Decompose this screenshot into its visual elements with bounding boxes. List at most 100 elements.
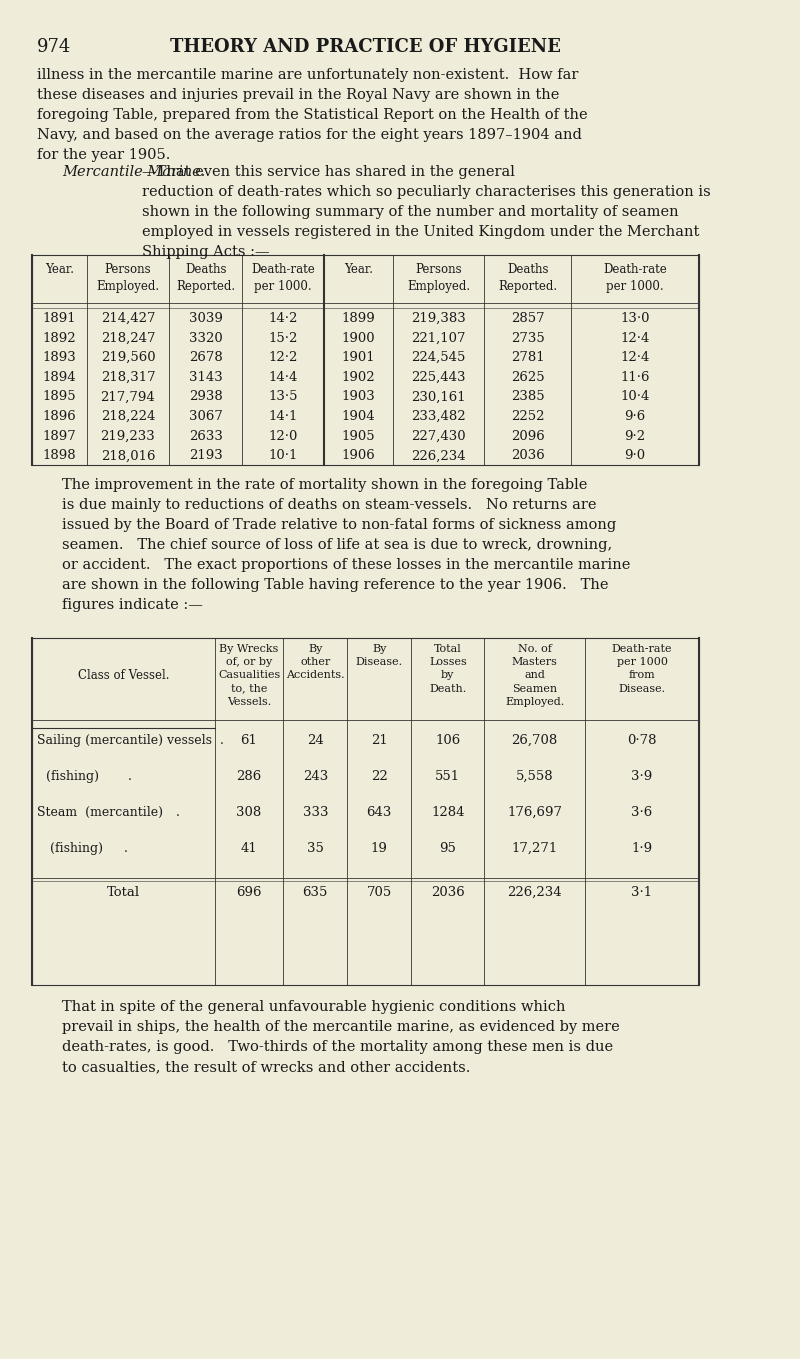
Text: THEORY AND PRACTICE OF HYGIENE: THEORY AND PRACTICE OF HYGIENE [170,38,561,56]
Text: 3·9: 3·9 [631,771,653,783]
Text: Persons
Employed.: Persons Employed. [407,264,470,294]
Text: 15·2: 15·2 [269,332,298,345]
Text: 24: 24 [307,734,324,747]
Text: 14·1: 14·1 [269,410,298,423]
Text: 1897: 1897 [42,429,76,443]
Text: 2385: 2385 [511,390,545,404]
Text: 12·2: 12·2 [269,351,298,364]
Text: 1·9: 1·9 [631,843,653,855]
Text: 226,234: 226,234 [411,450,466,462]
Text: 225,443: 225,443 [411,371,466,383]
Text: 2193: 2193 [189,450,222,462]
Text: 3067: 3067 [189,410,222,423]
Text: No. of
Masters
and
Seamen
Employed.: No. of Masters and Seamen Employed. [505,644,564,707]
Text: 3·1: 3·1 [631,886,653,900]
Text: 243: 243 [302,771,328,783]
Text: Sailing (mercantile) vessels  .: Sailing (mercantile) vessels . [37,734,223,747]
Text: 333: 333 [302,806,328,819]
Text: 218,247: 218,247 [101,332,155,345]
Bar [32,255,699,465]
Text: 705: 705 [366,886,392,900]
Text: 9·2: 9·2 [625,429,646,443]
Text: 218,317: 218,317 [101,371,155,383]
Text: 41: 41 [241,843,258,855]
Text: (fishing)        .: (fishing) . [37,771,131,783]
Text: 1900: 1900 [342,332,375,345]
Text: 1892: 1892 [42,332,76,345]
Text: That in spite of the general unfavourable hygienic conditions which
prevail in s: That in spite of the general unfavourabl… [62,1000,620,1074]
Text: 2938: 2938 [189,390,222,404]
Text: 221,107: 221,107 [411,332,466,345]
Text: 1898: 1898 [42,450,76,462]
Text: 3039: 3039 [189,313,222,325]
Text: 10·4: 10·4 [621,390,650,404]
Text: 1895: 1895 [42,390,76,404]
Text: 2678: 2678 [189,351,222,364]
Text: 1901: 1901 [342,351,375,364]
Text: 1891: 1891 [42,313,76,325]
Text: Class of Vessel.: Class of Vessel. [78,669,169,682]
Text: Mercantile Marine.: Mercantile Marine. [62,164,206,179]
Text: 230,161: 230,161 [411,390,466,404]
Text: 224,545: 224,545 [411,351,466,364]
Text: 1893: 1893 [42,351,76,364]
Text: 61: 61 [241,734,258,747]
Text: 106: 106 [435,734,461,747]
Text: 218,224: 218,224 [101,410,155,423]
Text: Total: Total [107,886,140,900]
Text: The improvement in the rate of mortality shown in the foregoing Table
is due mai: The improvement in the rate of mortality… [62,478,630,613]
Text: 219,560: 219,560 [101,351,155,364]
Text: 219,233: 219,233 [101,429,155,443]
Text: 95: 95 [439,843,456,855]
Text: 5,558: 5,558 [516,771,554,783]
Text: 1284: 1284 [431,806,465,819]
Text: 1906: 1906 [342,450,375,462]
Text: 10·1: 10·1 [269,450,298,462]
Text: 2857: 2857 [511,313,545,325]
Text: 21: 21 [371,734,388,747]
Text: Deaths
Reported.: Deaths Reported. [176,264,235,294]
Text: 14·4: 14·4 [269,371,298,383]
Text: 214,427: 214,427 [101,313,155,325]
Text: 2096: 2096 [511,429,545,443]
Text: 226,234: 226,234 [507,886,562,900]
Text: Year.: Year. [344,264,374,276]
Text: Total
Losses
by
Death.: Total Losses by Death. [429,644,466,693]
Text: 11·6: 11·6 [621,371,650,383]
Text: 22: 22 [371,771,388,783]
Text: 17,271: 17,271 [511,843,558,855]
Text: 3·6: 3·6 [631,806,653,819]
Text: 2625: 2625 [511,371,545,383]
Text: Death-rate
per 1000
from
Disease.: Death-rate per 1000 from Disease. [612,644,672,693]
Text: 635: 635 [302,886,328,900]
Text: 218,016: 218,016 [101,450,155,462]
Text: 13·0: 13·0 [621,313,650,325]
Text: By
Disease.: By Disease. [356,644,403,667]
Text: By Wrecks
of, or by
Casualities
to, the
Vessels.: By Wrecks of, or by Casualities to, the … [218,644,280,707]
Text: 3320: 3320 [189,332,222,345]
Text: 2036: 2036 [431,886,465,900]
Text: 1894: 1894 [42,371,76,383]
Text: 696: 696 [236,886,262,900]
Text: Year.: Year. [45,264,74,276]
Text: 1905: 1905 [342,429,375,443]
Text: 12·4: 12·4 [621,351,650,364]
Text: 176,697: 176,697 [507,806,562,819]
Text: 9·6: 9·6 [625,410,646,423]
Text: 217,794: 217,794 [101,390,155,404]
Text: illness in the mercantile marine are unfortunately non-existent.  How far
these : illness in the mercantile marine are unf… [37,68,587,162]
Text: 643: 643 [366,806,392,819]
Text: 2781: 2781 [511,351,545,364]
Text: 35: 35 [307,843,324,855]
Text: By
other
Accidents.: By other Accidents. [286,644,345,681]
Text: 9·0: 9·0 [625,450,646,462]
Text: (fishing)      .: (fishing) . [37,843,127,855]
Text: 233,482: 233,482 [411,410,466,423]
Text: 2633: 2633 [189,429,222,443]
Text: Death-rate
per 1000.: Death-rate per 1000. [251,264,315,294]
Text: Steam  (mercantile)    .: Steam (mercantile) . [37,806,179,819]
Text: 227,430: 227,430 [411,429,466,443]
Text: 0·78: 0·78 [627,734,657,747]
Text: 3143: 3143 [189,371,222,383]
Text: 2036: 2036 [511,450,545,462]
